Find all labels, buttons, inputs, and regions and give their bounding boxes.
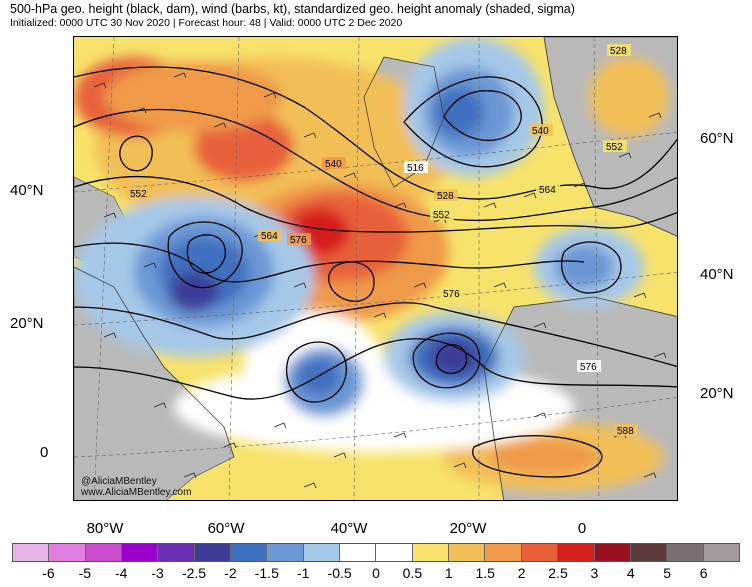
contour-label: 564: [261, 231, 278, 242]
colorbar-tick-label: -1.5: [254, 565, 279, 581]
lat-label-left: 20°N: [10, 315, 44, 332]
chart-title: 500-hPa geo. height (black, dam), wind (…: [10, 2, 575, 16]
colorbar-swatch: [558, 544, 595, 561]
colorbar-tick-label: 0.5: [402, 565, 423, 581]
contour-label: 528: [437, 191, 454, 202]
colorbar-tick-label: 2: [517, 565, 526, 581]
colorbar-tick-label: -4: [114, 565, 128, 581]
colorbar-swatch: [158, 544, 195, 561]
lat-label-left: 0: [40, 444, 49, 461]
colorbar-swatch: [630, 544, 668, 561]
colorbar-tick-label: 1: [444, 565, 453, 581]
contour-label: 588: [617, 426, 634, 437]
lat-label-right: 60°N: [700, 130, 734, 147]
colorbar-swatch: [449, 544, 486, 561]
colorbar-tick-label: 1.5: [475, 565, 495, 581]
credit-handle: @AliciaMBentley: [81, 476, 157, 487]
contour-label: 576: [443, 289, 460, 300]
contour-label: 516: [407, 163, 424, 174]
colorbar-tick-label: -1: [296, 565, 310, 581]
lon-label: 40°W: [330, 520, 368, 537]
lon-label: 20°W: [449, 520, 487, 537]
colorbar-swatch: [231, 544, 268, 561]
colorbar-tick-label: 2.5: [548, 565, 568, 581]
lon-label: 60°W: [207, 520, 245, 537]
colorbar-tick-label: 3: [590, 565, 599, 581]
colorbar-swatch: [340, 544, 377, 561]
credit-url: www.AliciaMBentley.com: [81, 487, 192, 498]
lat-label-right: 40°N: [700, 266, 734, 283]
lon-label: 0: [577, 520, 587, 537]
colorbar-tick-label: 4: [626, 565, 635, 581]
colorbar-tick-labels: -6 -5 -4 -3 -2.5 -2 -1.5 -1 -0.5 0 0.5 1 1.5 2 2.5 3 4 5 6: [0, 565, 752, 583]
colorbar-swatch: [376, 544, 413, 561]
contour-label: 540: [325, 159, 342, 170]
colorbar-swatch: [521, 544, 559, 561]
colorbar-swatch: [194, 544, 232, 561]
map-panel: 528 540 552 516 528 540 552 564 552 564: [73, 36, 678, 501]
colorbar-swatch: [267, 544, 304, 561]
height-contours: [74, 66, 677, 478]
lon-label: 80°W: [86, 520, 124, 537]
colorbar-tick-label: -2: [224, 565, 237, 581]
colorbar-swatch: [667, 544, 704, 561]
coastlines: [74, 37, 677, 500]
colorbar-tick-label: -6: [42, 565, 55, 581]
colorbar-swatch: [703, 544, 739, 561]
lat-label-left: 40°N: [10, 182, 44, 199]
colorbar-tick-label: 0: [372, 565, 380, 581]
colorbar-tick-label: -2.5: [181, 565, 207, 581]
contour-labels: 528 540 552 516 528 540 552 564 552 564: [127, 44, 638, 437]
colorbar-tick-label: -0.5: [327, 565, 352, 581]
contour-label: 576: [580, 362, 597, 373]
colorbar-tick-label: -5: [78, 565, 92, 581]
colorbar-swatch: [49, 544, 86, 561]
colorbar-swatch: [412, 544, 450, 561]
colorbar-tick-label: -3: [151, 565, 164, 581]
colorbar-tick-label: 6: [699, 565, 708, 581]
colorbar-swatch: [85, 544, 123, 561]
contour-label: 528: [610, 46, 627, 57]
map-canvas: 528 540 552 516 528 540 552 564 552 564: [74, 37, 677, 500]
colorbar-swatch: [594, 544, 631, 561]
colorbar: [12, 543, 740, 562]
contour-label: 540: [532, 126, 549, 137]
chart-subtitle: Initialized: 0000 UTC 30 Nov 2020 | Fore…: [10, 17, 403, 29]
credit-text: @AliciaMBentley www.AliciaMBentley.com: [81, 476, 191, 498]
colorbar-swatch: [122, 544, 159, 561]
contour-label: 564: [539, 185, 556, 196]
lat-label-right: 20°N: [700, 385, 734, 402]
contour-label: 552: [433, 210, 450, 221]
colorbar-swatch: [303, 544, 341, 561]
contour-label: 576: [290, 235, 307, 246]
colorbar-tick-label: 5: [663, 565, 672, 581]
contour-label: 552: [606, 142, 623, 153]
contour-label: 552: [130, 189, 147, 200]
colorbar-swatch: [13, 544, 50, 561]
colorbar-swatch: [485, 544, 522, 561]
